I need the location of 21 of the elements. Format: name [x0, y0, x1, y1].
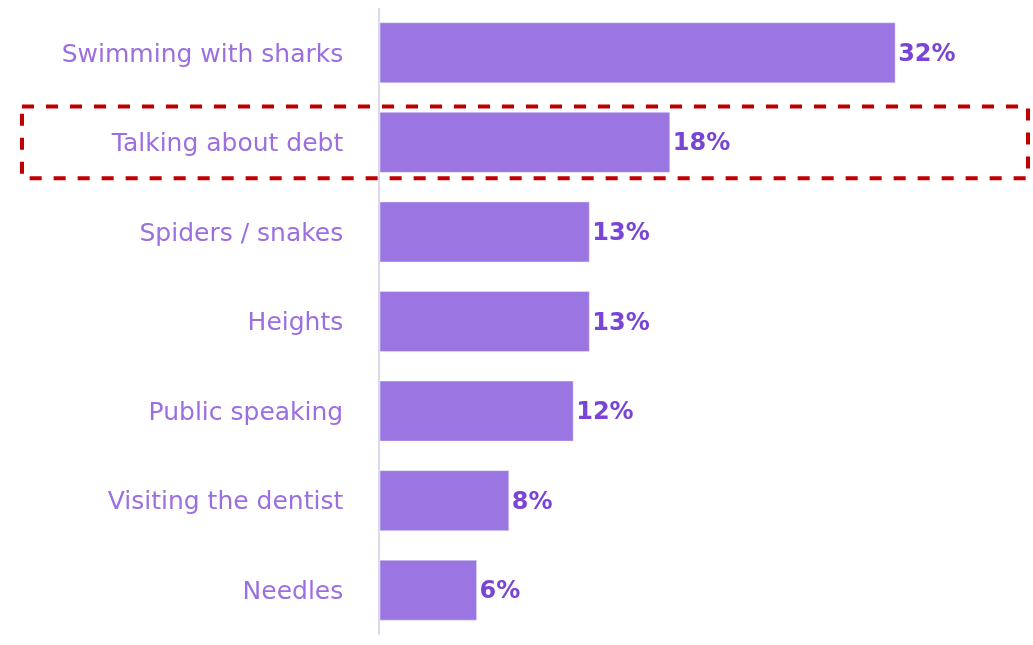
bar	[380, 112, 671, 173]
y-tick-label: Visiting the dentist	[107, 486, 344, 516]
y-tick-label: Spiders / snakes	[139, 217, 344, 247]
data-label: 12%	[576, 397, 634, 426]
y-tick-label: Needles	[242, 575, 344, 605]
bar	[380, 201, 590, 263]
data-label: 6%	[479, 576, 521, 605]
bar	[380, 22, 896, 84]
bar	[380, 380, 574, 442]
y-tick-label: Swimming with sharks	[61, 38, 344, 68]
bar	[380, 559, 477, 621]
bar	[380, 470, 510, 531]
data-label: 32%	[898, 38, 956, 67]
bar	[380, 291, 590, 352]
y-tick-label: Public speaking	[148, 396, 344, 426]
data-label: 13%	[592, 217, 650, 246]
y-tick-label: Heights	[247, 307, 344, 337]
data-label: 8%	[511, 486, 553, 515]
data-label: 13%	[592, 307, 650, 336]
y-tick-label: Talking about debt	[110, 128, 344, 158]
data-label: 18%	[672, 128, 731, 157]
